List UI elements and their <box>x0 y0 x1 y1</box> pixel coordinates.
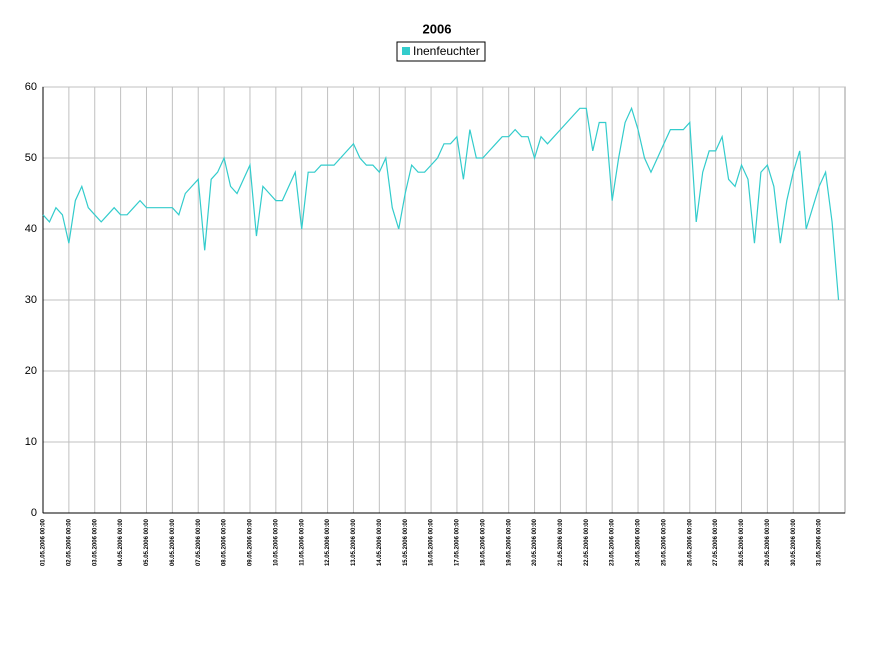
y-tick-label: 50 <box>25 152 37 164</box>
x-tick-label: 19.05.2006 00:00 <box>506 518 512 566</box>
x-tick-label: 01.05.2006 00:00 <box>41 518 47 566</box>
legend-box <box>396 41 486 62</box>
x-tick-label: 05.05.2006 00:00 <box>144 518 150 566</box>
x-tick-label: 08.05.2006 00:00 <box>222 518 228 566</box>
x-tick-label: 29.05.2006 00:00 <box>765 518 771 566</box>
y-tick-label: 10 <box>25 436 37 448</box>
legend-label: Inenfeuchter <box>413 44 480 58</box>
x-tick-label: 28.05.2006 00:00 <box>739 518 745 566</box>
x-tick-label: 14.05.2006 00:00 <box>377 518 383 566</box>
x-tick-label: 10.05.2006 00:00 <box>273 518 279 566</box>
legend-swatch <box>402 47 410 55</box>
x-tick-label: 26.05.2006 00:00 <box>687 518 693 566</box>
x-tick-label: 16.05.2006 00:00 <box>429 518 435 566</box>
chart-title: 2006 <box>423 21 452 36</box>
x-tick-label: 31.05.2006 00:00 <box>817 518 823 566</box>
x-tick-label: 25.05.2006 00:00 <box>661 518 667 566</box>
y-tick-label: 60 <box>25 81 37 93</box>
x-tick-label: 20.05.2006 00:00 <box>532 518 538 566</box>
y-tick-label: 20 <box>25 365 37 377</box>
x-tick-label: 03.05.2006 00:00 <box>92 518 98 566</box>
x-tick-label: 27.05.2006 00:00 <box>713 518 719 566</box>
x-tick-label: 21.05.2006 00:00 <box>558 518 564 566</box>
x-tick-label: 13.05.2006 00:00 <box>351 518 357 566</box>
x-tick-label: 07.05.2006 00:00 <box>196 518 202 566</box>
x-tick-label: 18.05.2006 00:00 <box>480 518 486 566</box>
x-tick-label: 09.05.2006 00:00 <box>248 518 254 566</box>
x-tick-label: 15.05.2006 00:00 <box>403 518 409 566</box>
y-tick-label: 0 <box>31 507 37 519</box>
y-tick-label: 30 <box>25 294 37 306</box>
x-tick-label: 24.05.2006 00:00 <box>636 518 642 566</box>
x-tick-label: 02.05.2006 00:00 <box>66 518 72 566</box>
x-tick-label: 17.05.2006 00:00 <box>455 518 461 566</box>
x-tick-label: 30.05.2006 00:00 <box>791 518 797 566</box>
x-tick-label: 23.05.2006 00:00 <box>610 518 616 566</box>
x-tick-label: 12.05.2006 00:00 <box>325 518 331 566</box>
x-tick-label: 06.05.2006 00:00 <box>170 518 176 566</box>
y-tick-label: 40 <box>25 223 37 235</box>
x-tick-label: 11.05.2006 00:00 <box>299 518 305 565</box>
x-tick-label: 22.05.2006 00:00 <box>584 518 590 566</box>
data-line <box>42 106 840 301</box>
x-tick-label: 04.05.2006 00:00 <box>118 518 124 566</box>
